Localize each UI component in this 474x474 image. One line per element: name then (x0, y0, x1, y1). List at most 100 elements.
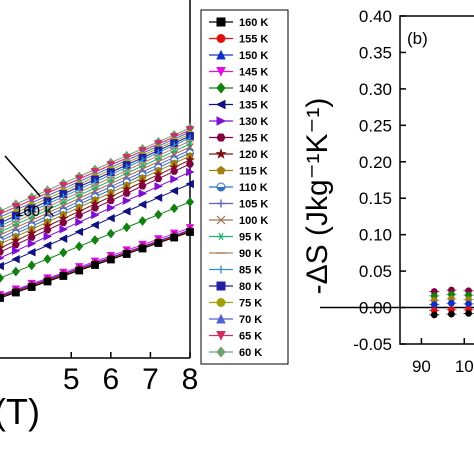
data-point (75, 217, 84, 227)
legend-label: 85 K (239, 265, 262, 277)
data-point (186, 160, 194, 168)
panel-b-point (446, 310, 457, 318)
legend-label: 110 K (239, 182, 268, 194)
legend-item: 130 K (209, 116, 268, 128)
legend-marker (216, 133, 226, 142)
series-95K (0, 140, 194, 236)
data-point (106, 203, 116, 213)
data-point (138, 189, 148, 198)
legend-marker (216, 215, 226, 225)
data-point (0, 273, 5, 283)
data-point (75, 211, 84, 219)
data-point (0, 294, 4, 302)
data-point (91, 204, 99, 212)
data-point (170, 233, 179, 242)
data-point (170, 174, 179, 184)
panel-b-point (446, 299, 457, 307)
legend-item: 120 K (209, 148, 268, 161)
data-point (122, 207, 131, 216)
data-point (42, 241, 52, 250)
data-point (43, 277, 52, 286)
data-point (27, 283, 36, 291)
data-point (27, 248, 36, 257)
panel-b-y-tick-label: 0.30 (359, 80, 392, 99)
panel-b-y-tick-label: 0.40 (359, 7, 392, 26)
data-point (11, 246, 21, 256)
panel-b-y-tick-label: 0.05 (359, 262, 392, 281)
data-point (75, 241, 84, 252)
panel-b-x-tick-label: 10 (455, 357, 474, 376)
data-point (11, 266, 20, 277)
panel-b-points (429, 286, 474, 319)
legend-item: 160 K (209, 17, 268, 29)
legend-marker (216, 281, 226, 291)
data-point (170, 203, 179, 214)
data-point (90, 220, 99, 230)
panel-b: 0.40 0.35 0.30 0.25 0.20 0.15 0.10 0.05 0.00 -0.0… (301, 7, 474, 376)
legend-label: 90 K (239, 248, 262, 260)
data-point (185, 179, 194, 189)
data-point (138, 244, 147, 253)
panel-a-x-tick-label: 7 (142, 363, 159, 396)
legend: 160 K 155 K 150 K 145 K 140 K 135 K 130 K 125 K… (200, 9, 289, 365)
legend-label: 130 K (239, 116, 268, 128)
data-point (43, 254, 52, 264)
legend-marker (216, 17, 226, 27)
legend-marker (216, 82, 226, 94)
data-point (0, 248, 4, 256)
legend-item: 150 K (209, 49, 268, 62)
panel-b-point (429, 311, 440, 319)
data-point (27, 239, 37, 248)
legend-item: 100 K (209, 215, 268, 227)
legend-item: 155 K (209, 34, 268, 46)
data-point (59, 247, 68, 258)
data-point (154, 175, 163, 183)
legend-label: 80 K (239, 281, 262, 293)
panel-a-x-label: (T) (0, 391, 40, 432)
data-point (154, 182, 163, 191)
legend-item: 135 K (209, 100, 268, 112)
legend-marker (216, 67, 226, 77)
data-point (106, 255, 115, 264)
series-85K (0, 134, 191, 230)
data-point (186, 228, 194, 236)
data-point (106, 197, 115, 205)
panel-b-y-tick-label: 0.25 (359, 116, 392, 135)
data-point (122, 250, 131, 258)
data-point (185, 197, 195, 207)
data-point (91, 210, 100, 220)
series-135K (0, 179, 194, 271)
data-point (138, 216, 147, 226)
legend-marker (216, 331, 226, 341)
data-point (0, 255, 5, 261)
data-point (11, 241, 20, 249)
panel-b-label: (b) (407, 29, 428, 48)
legend-marker (215, 148, 227, 159)
legend-label: 105 K (239, 199, 268, 211)
legend-marker (215, 99, 226, 110)
legend-label: 120 K (239, 149, 268, 161)
legend-label: 60 K (239, 347, 262, 359)
data-point (59, 272, 68, 280)
legend-marker (217, 199, 225, 208)
legend-item: 110 K (209, 182, 268, 194)
legend-marker (216, 298, 226, 307)
annotation-160k: 160 K (15, 203, 54, 220)
legend-item: 90 K (209, 248, 262, 260)
panel-a-x-tick-label: 5 (63, 363, 80, 396)
data-point (11, 254, 20, 264)
legend-item: 65 K (209, 331, 262, 343)
data-point (154, 239, 163, 247)
legend-item: 85 K (209, 265, 262, 277)
data-point (0, 219, 4, 227)
data-point (27, 260, 36, 271)
legend-item: 75 K (209, 298, 262, 310)
annotation-arrow (4, 155, 41, 197)
data-point (137, 200, 147, 209)
data-point (0, 261, 4, 271)
legend-item: 145 K (209, 67, 268, 79)
legend-marker (216, 34, 226, 43)
legend-marker (216, 346, 226, 358)
